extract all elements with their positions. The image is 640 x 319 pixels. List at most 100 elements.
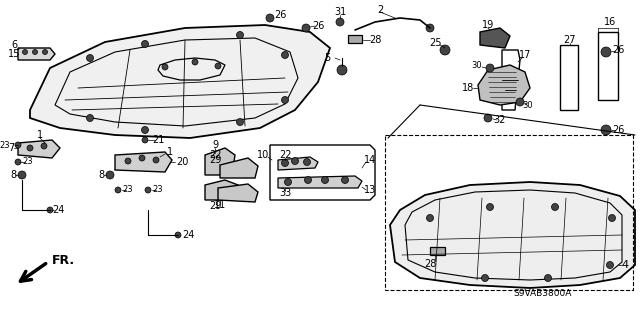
Circle shape (86, 115, 93, 122)
Text: 15: 15 (8, 49, 20, 59)
Text: FR.: FR. (52, 254, 75, 266)
Circle shape (337, 65, 347, 75)
Circle shape (153, 157, 159, 163)
Text: 17: 17 (519, 50, 531, 60)
Circle shape (106, 171, 114, 179)
Text: 29: 29 (209, 155, 221, 165)
Text: 2: 2 (377, 5, 383, 15)
Circle shape (440, 45, 450, 55)
Text: 31: 31 (334, 7, 346, 17)
Circle shape (552, 204, 559, 211)
Circle shape (27, 145, 33, 151)
Polygon shape (30, 25, 330, 138)
Circle shape (15, 159, 21, 165)
Text: 19: 19 (482, 20, 494, 30)
Polygon shape (205, 148, 235, 175)
Circle shape (601, 125, 611, 135)
Circle shape (18, 171, 26, 179)
Polygon shape (205, 180, 238, 200)
Text: 6: 6 (11, 40, 17, 50)
Text: 1: 1 (167, 147, 173, 157)
Circle shape (484, 114, 492, 122)
Text: 24: 24 (52, 205, 64, 215)
Text: 30: 30 (523, 100, 533, 109)
Text: 33: 33 (279, 188, 291, 198)
Circle shape (285, 179, 291, 186)
Circle shape (321, 176, 328, 183)
Polygon shape (115, 152, 172, 172)
Circle shape (486, 64, 494, 72)
Circle shape (481, 275, 488, 281)
Circle shape (426, 214, 433, 221)
Text: 26: 26 (312, 21, 324, 31)
Circle shape (266, 14, 274, 22)
Circle shape (545, 275, 552, 281)
Circle shape (601, 47, 611, 57)
Text: S9VAB3800A: S9VAB3800A (514, 290, 572, 299)
Circle shape (336, 18, 344, 26)
Text: 18: 18 (462, 83, 474, 93)
Text: 14: 14 (364, 155, 376, 165)
Circle shape (237, 118, 243, 125)
Circle shape (291, 158, 298, 165)
Text: 10: 10 (257, 150, 269, 160)
Text: 27: 27 (564, 35, 576, 45)
Circle shape (486, 204, 493, 211)
Text: 32: 32 (494, 115, 506, 125)
Circle shape (282, 97, 289, 103)
Circle shape (303, 159, 310, 166)
Text: 24: 24 (182, 230, 194, 240)
Text: 7: 7 (8, 143, 14, 153)
Circle shape (141, 41, 148, 48)
Text: 13: 13 (364, 185, 376, 195)
Circle shape (115, 187, 121, 193)
Text: 1: 1 (37, 130, 43, 140)
Polygon shape (278, 176, 362, 188)
Circle shape (305, 176, 312, 183)
Text: 26: 26 (274, 10, 286, 20)
Text: 4: 4 (621, 260, 628, 270)
Text: 11: 11 (214, 200, 226, 210)
Text: 30: 30 (472, 61, 483, 70)
Text: 9: 9 (212, 140, 218, 150)
Text: 25: 25 (429, 38, 441, 48)
Text: 22: 22 (209, 150, 221, 160)
Polygon shape (348, 35, 362, 43)
Circle shape (41, 143, 47, 149)
Polygon shape (18, 48, 55, 60)
Circle shape (282, 51, 289, 58)
Circle shape (192, 59, 198, 65)
Text: 22: 22 (279, 150, 291, 160)
Circle shape (139, 155, 145, 161)
Polygon shape (480, 28, 510, 48)
Circle shape (282, 160, 289, 167)
Circle shape (141, 127, 148, 133)
Circle shape (607, 262, 614, 269)
Text: 16: 16 (604, 17, 616, 27)
Polygon shape (278, 157, 318, 170)
Circle shape (215, 63, 221, 69)
Circle shape (15, 142, 21, 148)
Text: 8: 8 (10, 170, 16, 180)
Polygon shape (390, 182, 635, 288)
Circle shape (142, 137, 148, 143)
Circle shape (516, 98, 524, 106)
Polygon shape (220, 158, 258, 178)
Circle shape (42, 49, 47, 55)
Text: 28: 28 (424, 259, 436, 269)
Polygon shape (18, 140, 60, 158)
Circle shape (342, 176, 349, 183)
Circle shape (426, 24, 434, 32)
Circle shape (47, 207, 53, 213)
Text: 26: 26 (612, 125, 624, 135)
Text: 20: 20 (176, 157, 188, 167)
Text: 5: 5 (324, 53, 330, 63)
Circle shape (162, 64, 168, 70)
Text: 23: 23 (22, 158, 33, 167)
Circle shape (125, 158, 131, 164)
Circle shape (86, 55, 93, 62)
Circle shape (609, 214, 616, 221)
Text: 28: 28 (369, 35, 381, 45)
Text: 23: 23 (123, 186, 133, 195)
Text: 29: 29 (209, 201, 221, 211)
